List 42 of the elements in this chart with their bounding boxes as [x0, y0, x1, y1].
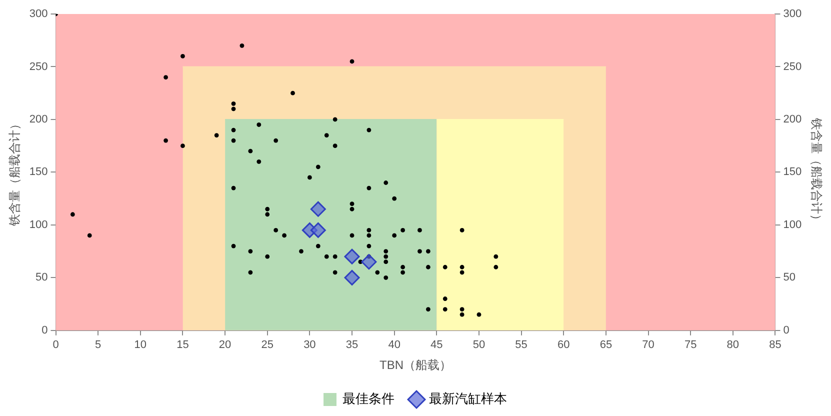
- point: [344, 248, 360, 264]
- point: [310, 201, 326, 217]
- x-tick-label: 25: [261, 339, 274, 352]
- y2-tick-label: 50: [783, 272, 796, 284]
- point: [361, 254, 377, 270]
- legend-label: 最新汽缸样本: [429, 391, 507, 406]
- point: [344, 270, 360, 286]
- x-tick-label: 55: [515, 339, 528, 352]
- y2-axis-title: 铁含量（船载合计）: [809, 117, 824, 226]
- x-tick-label: 50: [472, 339, 486, 352]
- y-tick-label: 100: [29, 218, 48, 231]
- x-axis-title: TBN（船载）: [380, 358, 452, 372]
- x-tick-label: 80: [726, 339, 740, 352]
- x-tick-label: 45: [430, 339, 443, 352]
- point: [310, 222, 326, 238]
- y-tick-label: 150: [29, 166, 48, 178]
- y-tick-label: 300: [29, 8, 48, 20]
- x-tick-label: 0: [52, 339, 59, 352]
- x-tick-label: 20: [218, 339, 232, 352]
- y2-tick-label: 0: [783, 324, 790, 336]
- x-tick-label: 30: [304, 339, 316, 352]
- x-tick-label: 15: [176, 339, 189, 352]
- x-tick-label: 5: [95, 339, 102, 352]
- x-tick-label: 65: [600, 339, 612, 352]
- x-tick-label: 75: [684, 339, 697, 352]
- y2-tick-label: 250: [783, 60, 802, 73]
- legend-label: 最佳条件: [342, 391, 394, 406]
- y-tick-label: 250: [29, 60, 48, 73]
- x-tick-label: 60: [558, 339, 570, 352]
- x-tick-label: 85: [769, 339, 782, 352]
- y-tick-label: 200: [29, 114, 48, 126]
- y2-tick-label: 150: [783, 166, 802, 178]
- y2-tick-label: 100: [783, 218, 802, 231]
- y-tick-label: 0: [42, 324, 48, 336]
- y-axis-title: 铁含量（船载合计）: [8, 118, 22, 228]
- y-tick-label: 50: [36, 272, 48, 284]
- x-tick-label: 10: [134, 339, 147, 352]
- x-tick-label: 35: [346, 339, 358, 352]
- x-tick-label: 40: [388, 339, 400, 352]
- y2-tick-label: 300: [783, 8, 802, 20]
- x-tick-label: 70: [642, 339, 654, 352]
- y2-tick-label: 200: [783, 114, 802, 126]
